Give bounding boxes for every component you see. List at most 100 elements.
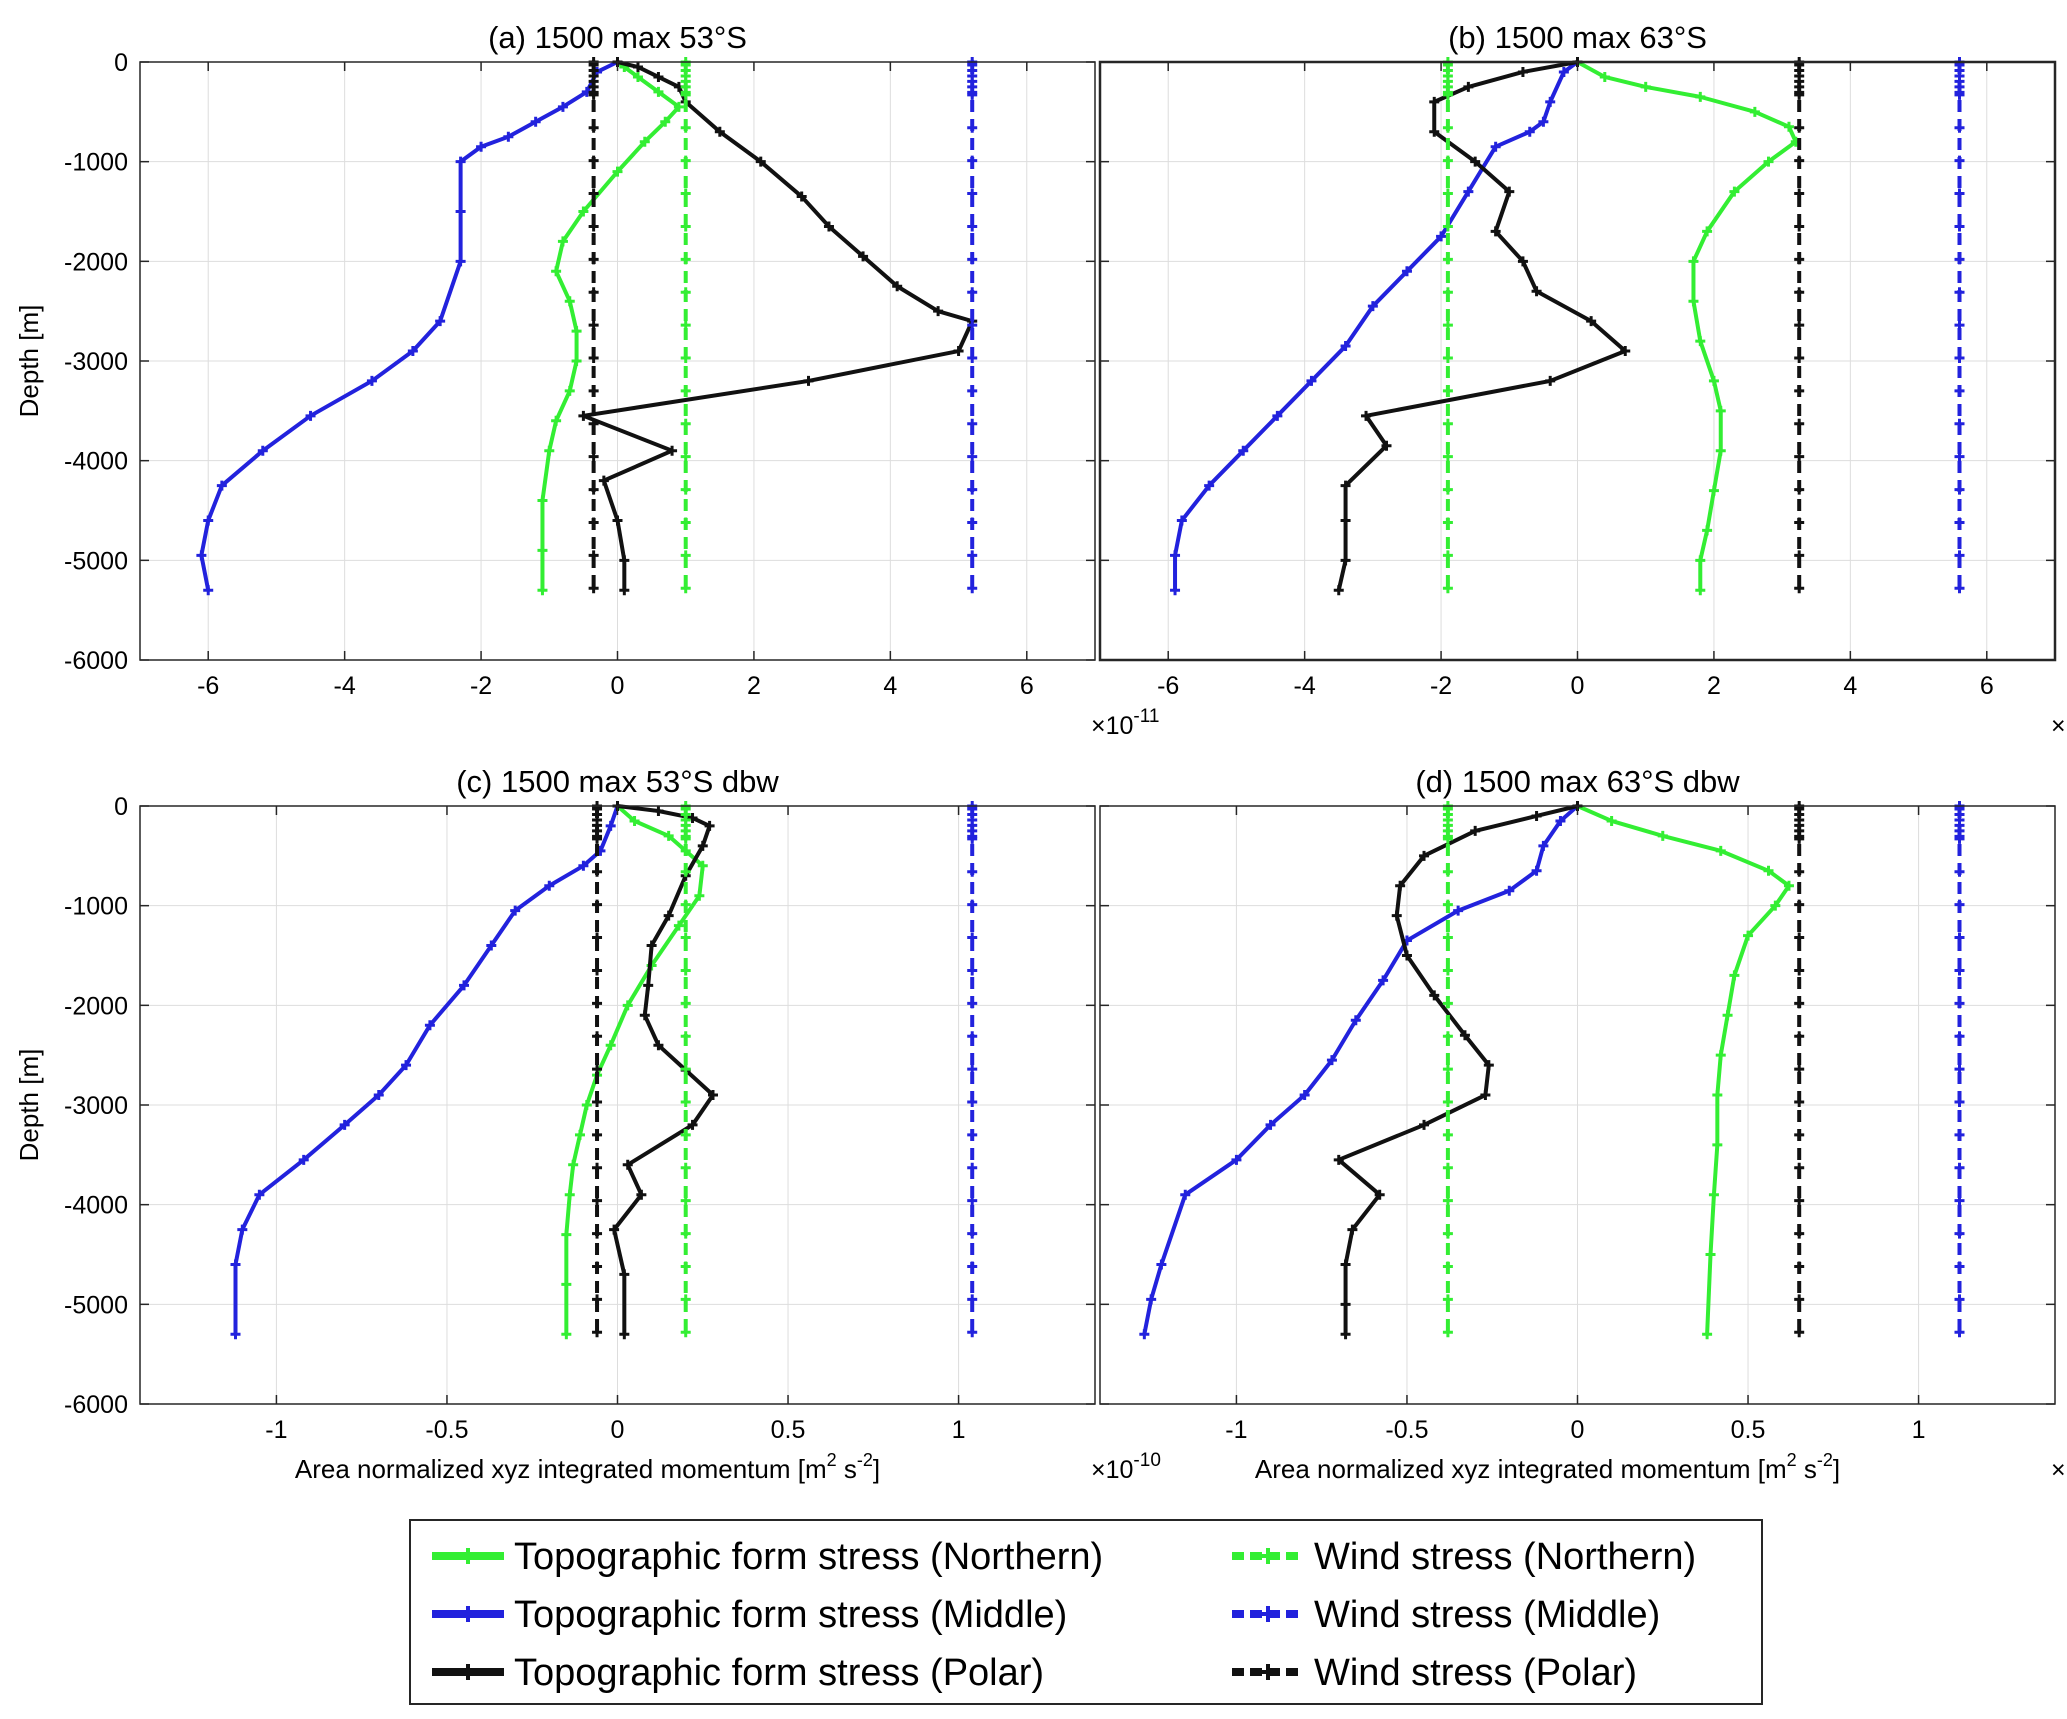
series-marker (1794, 1031, 1805, 1042)
panel-a: -6 -4 -2 0 2 4 6 0 -1000 -2000 -3000 -4000 -5000 -600… (14, 20, 1159, 740)
series-marker (476, 141, 487, 152)
series-marker (680, 1294, 691, 1305)
series-marker (680, 1195, 691, 1206)
series-marker (1606, 815, 1617, 826)
series-marker (588, 287, 599, 298)
series-marker (486, 940, 497, 951)
series-marker (1954, 254, 1965, 265)
series-marker (1374, 1189, 1385, 1200)
series-marker (1555, 815, 1566, 826)
series-marker (1794, 550, 1805, 561)
series-marker (1453, 905, 1464, 916)
y-tick-label: -1000 (64, 893, 128, 921)
series-marker (1954, 155, 1965, 166)
series-marker (823, 221, 834, 232)
series-marker (1231, 1154, 1242, 1165)
series-marker (803, 375, 814, 386)
series-marker (1954, 320, 1965, 331)
series-marker (592, 1129, 603, 1140)
series-marker (1531, 810, 1542, 821)
series-marker (237, 1224, 248, 1235)
series-marker (1715, 405, 1726, 416)
series-marker (653, 805, 664, 816)
series-marker (564, 385, 575, 396)
series-marker (1442, 550, 1453, 561)
series-marker (1350, 1015, 1361, 1026)
series-marker (680, 484, 691, 495)
series-marker (592, 965, 603, 976)
series-marker (1265, 1119, 1276, 1130)
series-marker (680, 287, 691, 298)
series-marker (588, 221, 599, 232)
series-marker (680, 1261, 691, 1272)
series-marker (680, 899, 691, 910)
series-marker (305, 410, 316, 421)
series-marker (1794, 451, 1805, 462)
series-marker (588, 418, 599, 429)
legend-label: Topographic form stress (Middle) (514, 1594, 1067, 1636)
series-marker (588, 451, 599, 462)
series-marker (1347, 1224, 1358, 1235)
series-marker (673, 101, 684, 112)
series-marker (1139, 1329, 1150, 1340)
series-marker (510, 905, 521, 916)
series-marker (1794, 1327, 1805, 1338)
series-marker (1783, 880, 1794, 891)
series-marker (1146, 1294, 1157, 1305)
series-marker (1340, 1259, 1351, 1270)
series-marker (1391, 910, 1402, 921)
series-marker (1340, 480, 1351, 491)
series-marker (605, 1040, 616, 1051)
series-marker (967, 517, 978, 528)
series-marker (1794, 517, 1805, 528)
y-tick-label: -2000 (64, 248, 128, 276)
series-marker (1442, 188, 1453, 199)
series-marker (1749, 106, 1760, 117)
series-marker (680, 87, 691, 98)
series-marker (1442, 1228, 1453, 1239)
x-tick-label: 2 (747, 672, 761, 700)
series-marker (967, 87, 978, 98)
series-marker (605, 820, 616, 831)
series-marker (578, 860, 589, 871)
series-marker (564, 296, 575, 307)
series-marker (858, 251, 869, 262)
series-marker (257, 445, 268, 456)
series-marker (680, 385, 691, 396)
series-marker (1688, 296, 1699, 307)
series-marker (1794, 965, 1805, 976)
legend-marker (1262, 1606, 1274, 1622)
series-marker (622, 1159, 633, 1170)
series-marker (1531, 286, 1542, 297)
series-marker (967, 122, 978, 133)
legend-label: Wind stress (Polar) (1314, 1652, 1637, 1694)
series-marker (1695, 585, 1706, 596)
x-tick-label: 0 (1571, 1416, 1585, 1444)
series-marker (680, 831, 691, 842)
series-marker (1954, 1162, 1965, 1173)
legend-label: Wind stress (Middle) (1314, 1594, 1660, 1636)
series-marker (1442, 866, 1453, 877)
series-marker (1442, 320, 1453, 331)
series-marker (680, 1162, 691, 1173)
chart-title: (d) 1500 max 63°S dbw (1415, 764, 1740, 799)
series-marker (1442, 385, 1453, 396)
series-marker (1558, 66, 1569, 77)
series-marker (1442, 1162, 1453, 1173)
series-marker (1442, 221, 1453, 232)
series-marker (1442, 353, 1453, 364)
series-marker (203, 585, 214, 596)
series-marker (967, 899, 978, 910)
series-marker (632, 61, 643, 72)
series-marker (796, 191, 807, 202)
series-marker (636, 1189, 647, 1200)
series-marker (1299, 1090, 1310, 1101)
series-marker (632, 71, 643, 82)
series-line-0 (1576, 804, 1791, 1335)
series-marker (1954, 353, 1965, 364)
series-marker (1729, 186, 1740, 197)
series-marker (1340, 515, 1351, 526)
series-marker (561, 1329, 572, 1340)
series-marker (697, 860, 708, 871)
